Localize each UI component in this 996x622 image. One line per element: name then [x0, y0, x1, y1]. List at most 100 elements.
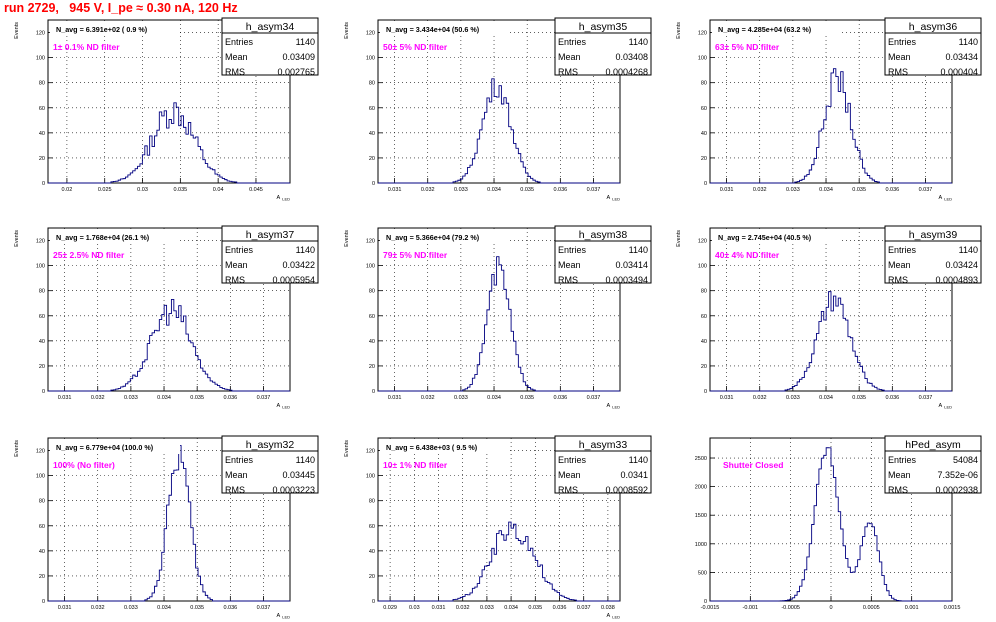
stats-value: 0.0003494 — [605, 275, 648, 285]
x-tick-label: 0.033 — [124, 395, 138, 401]
title-bg — [380, 440, 510, 454]
y-tick-label: 100 — [36, 56, 45, 62]
stats-label: Mean — [888, 260, 911, 270]
y-tick-label: 40 — [39, 549, 45, 555]
x-tick-label: 0.025 — [98, 187, 112, 193]
x-tick-label: 0.033 — [454, 395, 468, 401]
x-tick-label: 0.032 — [91, 395, 105, 401]
histogram-name: h_asym39 — [909, 229, 958, 241]
x-tick-label: 0.034 — [487, 187, 501, 193]
navg-title: N_avg = 4.285e+04 (63.2 %) — [718, 25, 812, 34]
stats-box — [554, 225, 652, 284]
filter-annotation: 63± 5% ND filter — [715, 42, 780, 52]
x-tick-label: 0.032 — [456, 605, 470, 611]
y-tick-label: 0 — [372, 599, 375, 605]
stats-value: 0.03424 — [945, 260, 978, 270]
y-tick-label: 40 — [39, 131, 45, 137]
y-tick-label: 1000 — [695, 542, 707, 548]
plot-frame — [47, 19, 291, 184]
stats-value: 0.0341 — [620, 470, 648, 480]
y-tick-label: 0 — [42, 389, 45, 395]
x-axis-label: A LED — [607, 613, 621, 620]
navg-title: N_avg = 6.779e+04 (100.0 %) — [56, 443, 154, 452]
histogram-line — [378, 256, 620, 392]
stats-label: Entries — [888, 245, 917, 255]
histogram-name: h_asym38 — [579, 229, 628, 241]
x-tick-label: 0.031 — [388, 395, 402, 401]
x-tick-label: 0.037 — [577, 605, 591, 611]
x-tick-label: 0.034 — [157, 395, 171, 401]
stats-label: Mean — [558, 470, 581, 480]
y-tick-label: 80 — [369, 81, 375, 87]
x-tick-label: 0.033 — [124, 605, 138, 611]
x-tick-label: 0.034 — [487, 395, 501, 401]
y-tick-label: 20 — [39, 574, 45, 580]
y-tick-label: 20 — [701, 156, 707, 162]
y-tick-label: 20 — [369, 156, 375, 162]
stats-value: 0.03409 — [282, 52, 315, 62]
x-axis-label: A LED — [277, 195, 291, 202]
y-tick-label: 120 — [36, 449, 45, 455]
x-tick-label: 0.001 — [905, 605, 919, 611]
x-tick-label: 0.033 — [786, 187, 800, 193]
y-axis-label: Events — [344, 230, 350, 247]
stats-value: 1140 — [296, 245, 315, 255]
title-bg — [380, 22, 510, 36]
stats-value: 0.03445 — [282, 470, 315, 480]
plot-frame — [709, 227, 953, 392]
stats-value: 0.0003223 — [272, 485, 315, 495]
stats-label: Entries — [558, 455, 587, 465]
x-tick-label: 0.034 — [819, 187, 833, 193]
stats-label: Entries — [558, 37, 587, 47]
y-tick-label: 100 — [366, 264, 375, 270]
x-tick-label: 0.035 — [190, 395, 204, 401]
y-tick-label: 60 — [369, 524, 375, 530]
x-tick-label: 0.029 — [383, 605, 397, 611]
stats-value: 1140 — [629, 37, 648, 47]
navg-title: N_avg = 2.745e+04 (40.5 %) — [718, 233, 812, 242]
filter-annotation: Shutter Closed — [723, 460, 783, 470]
x-tick-label: 0.036 — [885, 395, 899, 401]
x-tick-label: 0.034 — [157, 605, 171, 611]
x-tick-label: 0.036 — [885, 187, 899, 193]
x-tick-label: 0.031 — [720, 187, 734, 193]
x-tick-label: 0.031 — [720, 395, 734, 401]
stats-box — [884, 435, 982, 494]
y-tick-label: 20 — [369, 574, 375, 580]
x-tick-label: 0.036 — [223, 605, 237, 611]
navg-title: N_avg = 6.438e+03 ( 9.5 %) — [386, 443, 478, 452]
x-tick-label: -0.0015 — [701, 605, 720, 611]
y-axis-label: Events — [344, 440, 350, 457]
x-axis-label: A LED — [607, 195, 621, 202]
y-axis-label: Events — [14, 22, 20, 39]
y-tick-label: 0 — [42, 181, 45, 187]
plot-frame — [47, 437, 291, 602]
plot-frame — [377, 19, 621, 184]
stats-label: Mean — [558, 52, 581, 62]
stats-box — [554, 435, 652, 494]
y-tick-label: 120 — [698, 239, 707, 245]
y-tick-label: 120 — [36, 31, 45, 37]
x-tick-label: 0.035 — [852, 187, 866, 193]
y-tick-label: 120 — [36, 239, 45, 245]
stats-label: Entries — [888, 37, 917, 47]
x-tick-label: 0.035 — [528, 605, 542, 611]
stats-value: 0.002765 — [277, 67, 315, 77]
x-tick-label: 0.036 — [553, 395, 567, 401]
y-tick-label: 120 — [698, 31, 707, 37]
stats-label: RMS — [558, 485, 578, 495]
histogram-name: hPed_asym — [905, 439, 961, 451]
stats-value: 0.000404 — [940, 67, 978, 77]
y-tick-label: 2500 — [695, 456, 707, 462]
x-tick-label: 0.035 — [190, 605, 204, 611]
y-tick-label: 60 — [701, 106, 707, 112]
run-header: run 2729, 945 V, I_pe ≈ 0.30 nA, 120 Hz — [4, 1, 238, 15]
stats-value: 7.352e-06 — [937, 470, 978, 480]
stats-label: Mean — [558, 260, 581, 270]
x-tick-label: 0.0015 — [944, 605, 961, 611]
histogram-line — [710, 447, 952, 602]
x-tick-label: 0.04 — [213, 187, 224, 193]
stats-box — [221, 225, 319, 284]
stats-label: RMS — [225, 485, 245, 495]
title-bg — [50, 22, 180, 36]
